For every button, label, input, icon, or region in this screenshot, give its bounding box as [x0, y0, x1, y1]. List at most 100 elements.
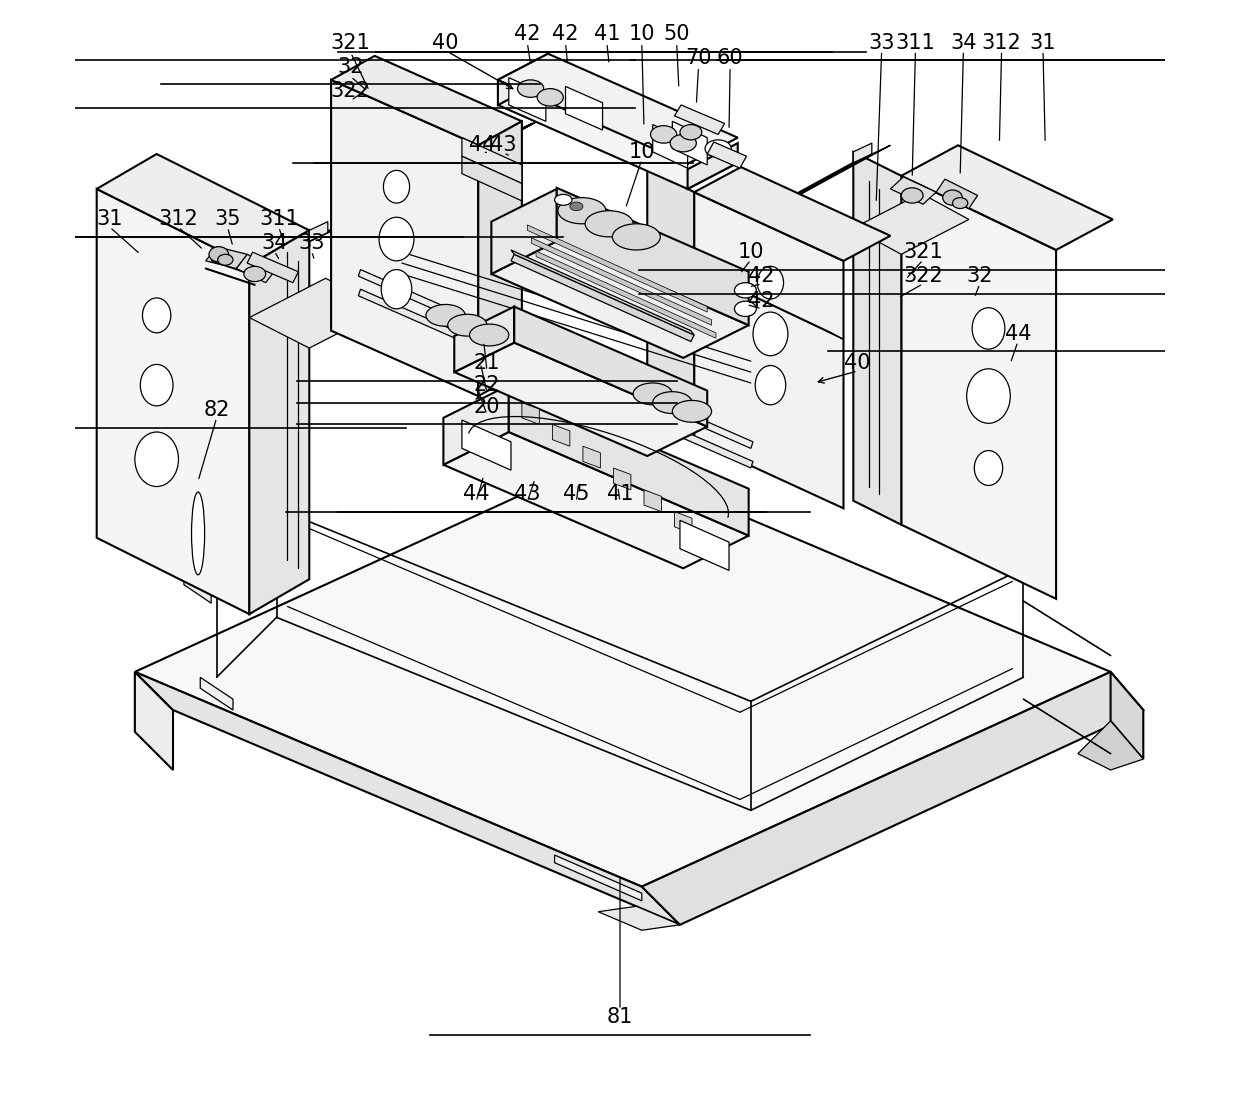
Polygon shape [583, 446, 600, 468]
Text: 33: 33 [868, 33, 895, 52]
Ellipse shape [244, 267, 265, 282]
Polygon shape [444, 432, 749, 568]
Polygon shape [598, 906, 680, 930]
Polygon shape [331, 80, 479, 396]
Polygon shape [491, 242, 749, 357]
Text: 20: 20 [474, 397, 500, 416]
Polygon shape [479, 121, 522, 396]
Polygon shape [853, 143, 872, 163]
Polygon shape [675, 512, 692, 533]
Polygon shape [890, 177, 936, 204]
Polygon shape [498, 54, 738, 164]
Polygon shape [1111, 672, 1143, 760]
Ellipse shape [706, 140, 732, 157]
Polygon shape [901, 176, 1056, 599]
Polygon shape [206, 247, 247, 269]
Ellipse shape [651, 126, 677, 143]
Polygon shape [454, 342, 707, 456]
Ellipse shape [210, 247, 228, 262]
Polygon shape [249, 279, 386, 348]
Polygon shape [511, 250, 694, 334]
Ellipse shape [753, 313, 787, 355]
Text: 42: 42 [552, 24, 579, 44]
Polygon shape [515, 307, 707, 426]
Ellipse shape [585, 211, 634, 237]
Polygon shape [97, 154, 309, 266]
Text: 42: 42 [749, 266, 775, 286]
Ellipse shape [218, 255, 233, 266]
Polygon shape [653, 154, 872, 272]
Ellipse shape [680, 125, 702, 140]
Polygon shape [135, 672, 174, 769]
Polygon shape [237, 255, 277, 283]
Ellipse shape [952, 198, 967, 209]
Ellipse shape [381, 270, 412, 309]
Ellipse shape [734, 283, 756, 298]
Text: 44: 44 [470, 136, 496, 155]
Ellipse shape [972, 308, 1004, 349]
Ellipse shape [975, 450, 1003, 485]
Polygon shape [614, 468, 631, 490]
Ellipse shape [537, 89, 563, 106]
Polygon shape [508, 385, 749, 536]
Polygon shape [327, 117, 546, 233]
Text: 10: 10 [629, 142, 655, 162]
Text: 41: 41 [606, 484, 634, 504]
Text: 21: 21 [474, 353, 500, 374]
Text: 44: 44 [1004, 324, 1032, 344]
Polygon shape [498, 54, 548, 105]
Text: 35: 35 [215, 210, 241, 230]
Polygon shape [249, 231, 309, 614]
Text: 10: 10 [738, 243, 764, 262]
Polygon shape [135, 457, 1111, 886]
Ellipse shape [427, 305, 465, 327]
Polygon shape [901, 145, 1112, 250]
Text: 321: 321 [331, 33, 371, 52]
Ellipse shape [379, 218, 414, 261]
Text: 31: 31 [1029, 33, 1056, 52]
Polygon shape [688, 143, 738, 189]
Text: 322: 322 [331, 81, 371, 101]
Polygon shape [511, 255, 694, 341]
Polygon shape [652, 125, 688, 168]
Text: 60: 60 [717, 48, 744, 68]
Polygon shape [1078, 721, 1143, 769]
Text: 42: 42 [749, 291, 775, 312]
Polygon shape [463, 420, 511, 470]
Text: 34: 34 [262, 234, 288, 254]
Ellipse shape [755, 365, 786, 404]
Polygon shape [642, 672, 1143, 925]
Polygon shape [463, 138, 522, 184]
Text: 311: 311 [895, 33, 935, 52]
Polygon shape [647, 168, 694, 439]
Text: 312: 312 [159, 210, 198, 230]
Text: 321: 321 [903, 243, 942, 262]
Ellipse shape [652, 391, 692, 413]
Ellipse shape [140, 364, 174, 406]
Text: 40: 40 [844, 353, 870, 374]
Text: 44: 44 [463, 484, 490, 504]
Text: 50: 50 [663, 24, 689, 44]
Ellipse shape [967, 368, 1011, 423]
Polygon shape [532, 238, 712, 326]
Polygon shape [358, 290, 753, 468]
Polygon shape [135, 672, 680, 925]
Text: 45: 45 [563, 484, 590, 504]
Polygon shape [331, 56, 522, 145]
Text: 34: 34 [950, 33, 977, 52]
Polygon shape [358, 270, 753, 448]
Polygon shape [454, 307, 515, 372]
Polygon shape [201, 678, 233, 710]
Polygon shape [247, 252, 299, 283]
Polygon shape [675, 105, 724, 134]
Text: 33: 33 [298, 234, 325, 254]
Text: 32: 32 [966, 266, 993, 286]
Polygon shape [936, 179, 977, 209]
Ellipse shape [734, 302, 756, 317]
Polygon shape [694, 167, 890, 261]
Text: 81: 81 [606, 1008, 634, 1027]
Text: 82: 82 [203, 400, 229, 420]
Ellipse shape [558, 198, 606, 224]
Polygon shape [491, 189, 557, 274]
Text: 322: 322 [903, 266, 942, 286]
